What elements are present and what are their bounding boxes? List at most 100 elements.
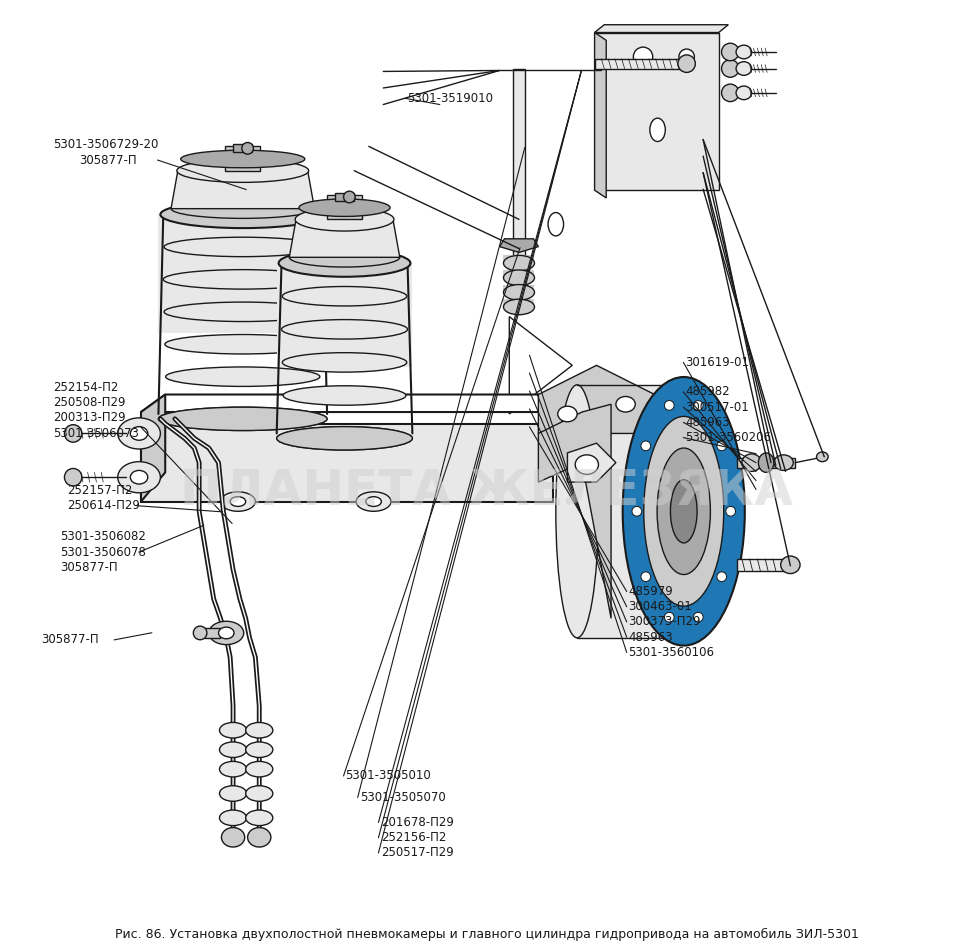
Text: 485979: 485979 <box>628 585 673 598</box>
Bar <box>504 299 535 307</box>
Text: 300463-01: 300463-01 <box>628 601 693 613</box>
Ellipse shape <box>230 496 245 507</box>
Polygon shape <box>594 25 729 32</box>
Ellipse shape <box>221 828 244 847</box>
Ellipse shape <box>279 250 410 277</box>
Ellipse shape <box>759 453 774 473</box>
Ellipse shape <box>344 191 356 203</box>
Text: Рис. 86. Установка двухполостной пневмокамеры и главного цилиндра гидропривода н: Рис. 86. Установка двухполостной пневмок… <box>115 928 859 941</box>
Polygon shape <box>509 317 573 414</box>
Ellipse shape <box>504 270 535 286</box>
Ellipse shape <box>650 119 665 141</box>
Ellipse shape <box>64 425 82 442</box>
Ellipse shape <box>283 253 406 273</box>
Text: 305877-П: 305877-П <box>60 561 118 574</box>
Ellipse shape <box>774 455 793 471</box>
Ellipse shape <box>219 742 246 757</box>
Polygon shape <box>171 171 315 209</box>
Polygon shape <box>568 443 616 482</box>
Text: 5301-3506078: 5301-3506078 <box>60 546 146 559</box>
Text: 5301-3506729-20: 5301-3506729-20 <box>53 139 158 151</box>
Text: 200313-П29: 200313-П29 <box>53 411 126 424</box>
Ellipse shape <box>736 62 752 75</box>
Ellipse shape <box>616 397 635 412</box>
Ellipse shape <box>219 810 246 826</box>
Ellipse shape <box>166 367 319 386</box>
Ellipse shape <box>245 742 273 757</box>
Ellipse shape <box>670 479 697 543</box>
Ellipse shape <box>356 492 391 512</box>
Ellipse shape <box>161 201 325 228</box>
Polygon shape <box>594 32 606 198</box>
Text: 300373-П29: 300373-П29 <box>628 616 701 628</box>
Text: ПЛАНЕТА ЖЕЛЕЗЯКА: ПЛАНЕТА ЖЕЛЕЗЯКА <box>180 468 794 516</box>
Bar <box>594 59 687 68</box>
Ellipse shape <box>247 828 271 847</box>
Text: 252156-П2: 252156-П2 <box>381 831 447 845</box>
Ellipse shape <box>664 400 674 410</box>
Ellipse shape <box>218 627 234 639</box>
Ellipse shape <box>181 150 305 168</box>
Text: 485963: 485963 <box>686 416 730 429</box>
Ellipse shape <box>208 622 244 644</box>
Ellipse shape <box>644 417 724 606</box>
Bar <box>204 628 219 638</box>
Ellipse shape <box>679 49 694 65</box>
Text: 250517-П29: 250517-П29 <box>381 847 454 860</box>
Ellipse shape <box>736 46 752 59</box>
Text: 5301-3560106: 5301-3560106 <box>628 646 715 659</box>
Ellipse shape <box>548 213 564 236</box>
Ellipse shape <box>219 786 246 801</box>
Ellipse shape <box>693 400 703 410</box>
Bar <box>233 144 252 152</box>
Text: 300517-01: 300517-01 <box>686 400 749 414</box>
Ellipse shape <box>299 199 390 216</box>
Ellipse shape <box>722 84 739 102</box>
Bar <box>277 263 412 367</box>
Ellipse shape <box>159 407 327 431</box>
Bar <box>225 146 260 171</box>
Text: 5301-3560206: 5301-3560206 <box>686 431 771 444</box>
Ellipse shape <box>717 572 727 582</box>
Ellipse shape <box>281 320 407 339</box>
Text: 301619-01: 301619-01 <box>686 356 749 369</box>
Ellipse shape <box>64 469 82 486</box>
Ellipse shape <box>118 461 161 493</box>
Ellipse shape <box>219 722 246 738</box>
Ellipse shape <box>282 287 407 306</box>
Ellipse shape <box>193 626 206 640</box>
Ellipse shape <box>245 761 273 777</box>
Ellipse shape <box>164 302 321 322</box>
Ellipse shape <box>558 406 578 421</box>
Ellipse shape <box>131 471 148 484</box>
Ellipse shape <box>171 199 315 218</box>
Ellipse shape <box>289 248 399 267</box>
Ellipse shape <box>220 492 255 512</box>
Bar <box>335 193 355 201</box>
Ellipse shape <box>177 159 309 182</box>
Text: 250614-П29: 250614-П29 <box>67 499 140 512</box>
Ellipse shape <box>504 255 535 270</box>
Ellipse shape <box>664 612 674 622</box>
Ellipse shape <box>277 427 412 450</box>
Ellipse shape <box>245 810 273 826</box>
Polygon shape <box>594 32 719 190</box>
Text: 305877-П: 305877-П <box>42 633 99 646</box>
Ellipse shape <box>118 418 161 449</box>
Ellipse shape <box>165 334 320 354</box>
Ellipse shape <box>630 384 737 638</box>
Ellipse shape <box>556 384 598 638</box>
Text: 5301-3505070: 5301-3505070 <box>360 791 446 804</box>
Text: 252157-П2: 252157-П2 <box>67 484 132 497</box>
Ellipse shape <box>504 299 535 315</box>
Ellipse shape <box>722 44 739 61</box>
Ellipse shape <box>576 455 598 474</box>
Bar <box>504 255 535 263</box>
Bar <box>504 285 535 292</box>
Text: 201678-П29: 201678-П29 <box>381 816 454 829</box>
Ellipse shape <box>678 55 695 72</box>
Text: 5301-3519010: 5301-3519010 <box>407 92 493 104</box>
Ellipse shape <box>736 86 752 100</box>
Ellipse shape <box>131 427 148 440</box>
Ellipse shape <box>159 407 327 431</box>
